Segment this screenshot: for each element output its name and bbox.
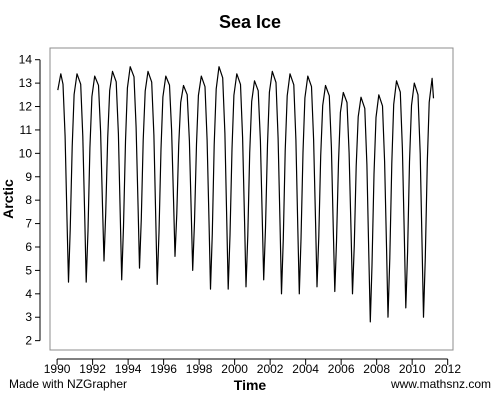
x-tick-label: 2000 [221,362,248,376]
x-tick-label: 2002 [257,362,284,376]
x-tick-label: 2010 [399,362,426,376]
x-axis-label: Time [234,377,267,393]
y-tick-label: 7 [25,217,32,231]
y-tick-label: 8 [25,193,32,207]
x-tick-label: 2004 [292,362,319,376]
y-tick-label: 4 [25,287,32,301]
x-tick-label: 2012 [434,362,461,376]
y-tick-label: 13 [19,76,33,90]
y-axis-label: Arctic [0,179,16,219]
plot-frame [49,47,454,351]
x-tick-label: 1998 [186,362,213,376]
y-tick-label: 2 [25,334,32,348]
y-tick-label: 6 [25,240,32,254]
x-tick-label: 2008 [363,362,390,376]
y-tick-label: 12 [19,100,33,114]
x-tick-label: 1990 [44,362,71,376]
y-tick-label: 14 [19,53,33,67]
x-axis: 1990 1992 1994 1996 1998 2000 2002 2004 2006 2008… [44,358,461,376]
arctic-series-line [57,66,435,323]
y-axis: 2 3 4 5 6 7 8 9 10 11 12 13 14 [19,53,41,348]
y-tick-label: 3 [25,310,32,324]
chart-title: Sea Ice [219,12,281,32]
y-tick-label: 9 [25,170,32,184]
y-tick-label: 10 [19,146,33,160]
x-tick-label: 1996 [150,362,177,376]
credit-right: www.mathsnz.com [390,377,491,391]
y-tick-label: 11 [20,123,33,137]
credit-left: Made with NZGrapher [9,377,128,391]
x-tick-label: 1994 [115,362,142,376]
y-tick-label: 5 [25,263,32,277]
x-tick-label: 2006 [328,362,355,376]
x-tick-label: 1992 [79,362,106,376]
